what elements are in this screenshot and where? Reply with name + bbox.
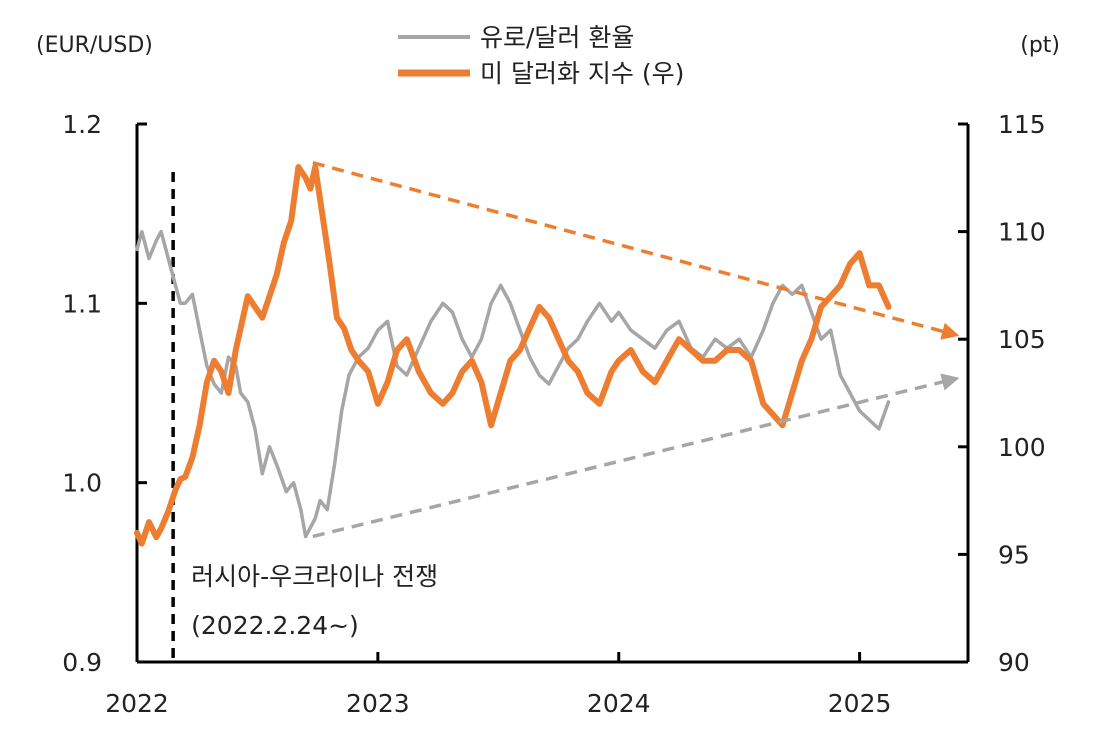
x-tick-label: 2022 <box>105 689 169 718</box>
x-tick-label: 2024 <box>587 689 651 718</box>
left-tick-label: 1.1 <box>62 289 102 318</box>
eurusd-line <box>135 229 891 539</box>
right-tick-label: 110 <box>998 218 1046 247</box>
trend-arrows <box>312 161 960 539</box>
right-axis-ticks: 90 95 100 105 110 115 <box>958 110 1046 677</box>
x-axis-ticks: 2022 2023 2024 2025 <box>105 652 891 718</box>
right-tick-label: 115 <box>998 110 1046 139</box>
right-tick-label: 95 <box>998 540 1030 569</box>
war-event-date: (2022.2.24~) <box>191 611 359 640</box>
dollar-index-trend-arrow <box>312 161 960 340</box>
left-tick-label: 1.0 <box>62 469 102 498</box>
right-tick-label: 105 <box>998 325 1046 354</box>
left-axis-ticks: 0.9 1.0 1.1 1.2 <box>62 110 147 677</box>
legend-label-dxy: 미 달러화 지수 (우) <box>480 59 684 88</box>
right-axis-unit: (pt) <box>1020 33 1060 58</box>
war-event-label: 러시아-우크라이나 전쟁 <box>191 562 438 591</box>
left-tick-label: 0.9 <box>62 648 102 677</box>
left-axis-unit: (EUR/USD) <box>36 33 153 58</box>
series-layer <box>134 164 892 547</box>
right-tick-label: 90 <box>998 648 1030 677</box>
dollar-index-line <box>134 164 892 547</box>
eurusd-trend-arrow <box>312 373 960 539</box>
legend-label-eurusd: 유로/달러 환율 <box>480 23 634 52</box>
x-tick-label: 2025 <box>828 689 892 718</box>
left-tick-label: 1.2 <box>62 110 102 139</box>
legend: 유로/달러 환율 미 달러화 지수 (우) <box>398 23 684 88</box>
x-tick-label: 2023 <box>346 689 410 718</box>
right-tick-label: 100 <box>998 433 1046 462</box>
